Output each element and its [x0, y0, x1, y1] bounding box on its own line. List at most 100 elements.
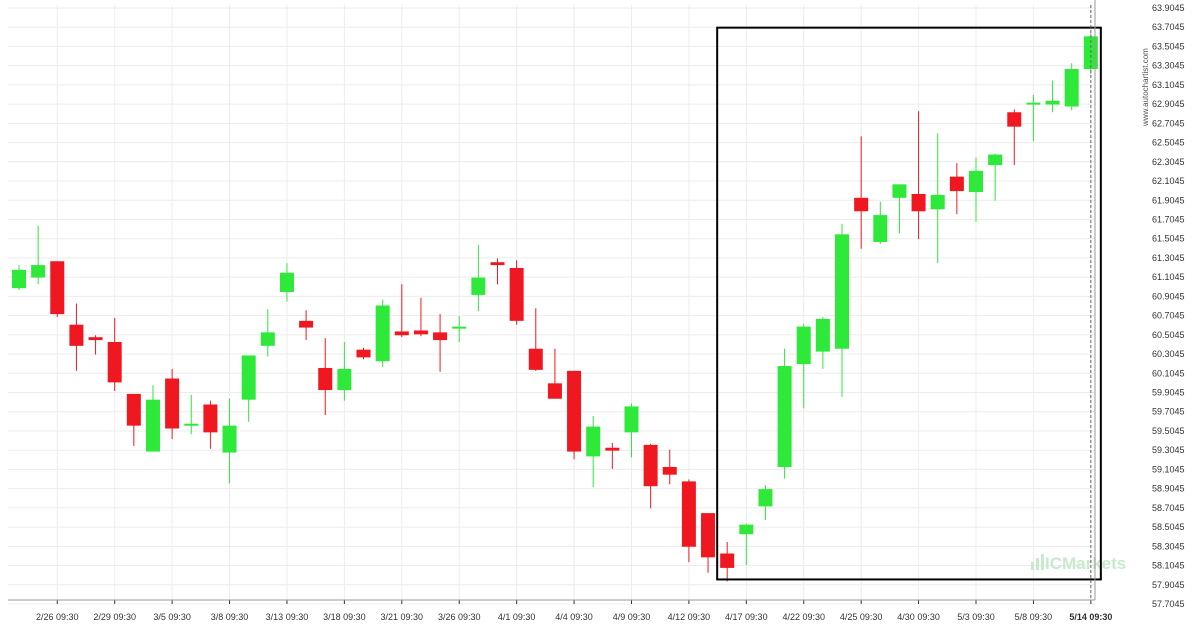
x-tick-label: 3/21 09:30: [381, 612, 424, 622]
candle: [739, 523, 754, 566]
candle: [605, 442, 620, 469]
candle-body: [413, 330, 428, 335]
candle-body: [892, 184, 907, 198]
y-tick-label: 60.7045: [1152, 311, 1185, 321]
candle: [471, 244, 486, 312]
y-tick-label: 61.9045: [1152, 195, 1185, 205]
y-tick-label: 59.1045: [1152, 464, 1185, 474]
candle: [547, 348, 562, 399]
candle: [567, 370, 582, 460]
x-tick-label: 5/3 09:30: [957, 612, 995, 622]
candle-body: [490, 262, 505, 266]
candle-body: [720, 553, 735, 568]
candle-body: [509, 267, 524, 321]
candle-body: [126, 393, 141, 426]
y-tick-label: 60.9045: [1152, 291, 1185, 301]
candle: [988, 153, 1003, 201]
y-tick-label: 58.3045: [1152, 541, 1185, 551]
candle: [892, 184, 907, 234]
y-tick-label: 60.3045: [1152, 349, 1185, 359]
candle-body: [107, 342, 122, 383]
candle-body: [260, 332, 275, 346]
candle-body: [50, 261, 65, 315]
x-tick-label: 2/26 09:30: [36, 612, 79, 622]
candle-body: [356, 349, 371, 358]
candle-body: [681, 481, 696, 547]
candle-body: [547, 383, 562, 399]
x-tick-label: 4/1 09:30: [498, 612, 536, 622]
x-tick-label: 3/5 09:30: [153, 612, 191, 622]
candle-body: [145, 399, 160, 452]
candle: [911, 111, 926, 240]
y-tick-label: 61.7045: [1152, 214, 1185, 224]
y-tick-label: 62.5045: [1152, 138, 1185, 148]
candle-body: [1007, 112, 1022, 127]
candle: [662, 449, 677, 485]
candle: [1026, 94, 1041, 142]
candle: [375, 299, 390, 367]
candle-body: [165, 378, 180, 429]
y-tick-label: 62.1045: [1152, 176, 1185, 186]
candle: [279, 263, 294, 302]
candle: [949, 163, 964, 215]
candle: [88, 335, 103, 355]
candle: [854, 136, 869, 249]
candle: [31, 225, 46, 285]
brand-logo-text: ICMarkets: [1045, 554, 1126, 573]
candle: [318, 338, 333, 416]
candle-body: [12, 269, 26, 289]
candle-body: [1026, 102, 1041, 105]
brand-logo: ICMarkets: [1031, 554, 1126, 573]
candle: [643, 443, 658, 509]
candle: [720, 541, 735, 582]
candle: [394, 284, 409, 338]
candle-body: [222, 425, 237, 453]
candle-body: [605, 447, 620, 451]
y-tick-label: 61.5045: [1152, 234, 1185, 244]
candle: [777, 348, 792, 479]
candle: [299, 310, 314, 341]
candle: [930, 133, 945, 264]
candle: [1064, 63, 1079, 111]
candle-body: [854, 197, 869, 212]
x-tick-label: 3/8 09:30: [211, 612, 249, 622]
y-tick-label: 59.5045: [1152, 426, 1185, 436]
candle-body: [241, 355, 256, 400]
candle: [509, 260, 524, 325]
candle: [260, 309, 275, 357]
x-tick-label: 4/4 09:30: [555, 612, 593, 622]
y-tick-label: 58.9045: [1152, 484, 1185, 494]
candle-body: [337, 368, 352, 391]
candle: [452, 316, 467, 343]
candle-body: [586, 426, 601, 457]
candle: [528, 308, 543, 371]
y-tick-label: 59.3045: [1152, 445, 1185, 455]
candle-body: [643, 444, 658, 487]
candle: [433, 314, 448, 372]
candle-body: [452, 326, 467, 329]
y-tick-label: 61.3045: [1152, 253, 1185, 263]
candle: [337, 342, 352, 401]
candle: [1007, 109, 1022, 166]
candle-body: [394, 331, 409, 336]
y-tick-label: 62.3045: [1152, 157, 1185, 167]
candle-body: [528, 348, 543, 370]
y-tick-label: 57.9045: [1152, 580, 1185, 590]
candle: [815, 317, 830, 369]
candle-body: [949, 176, 964, 192]
x-tick-label: 4/25 09:30: [840, 612, 883, 622]
y-tick-label: 60.1045: [1152, 368, 1185, 378]
x-tick-label: 3/26 09:30: [438, 612, 481, 622]
axes: 63.9045 63.7045 63.5045 63.3045 63.1045 62.90…: [8, 0, 1185, 622]
candle: [12, 265, 26, 291]
candle: [356, 347, 371, 360]
candle: [107, 317, 122, 392]
candle-body: [471, 277, 486, 295]
highlight-box: [716, 26, 1102, 581]
highlight-box-layer: [716, 5, 1102, 600]
candle: [701, 513, 716, 573]
y-tick-label: 63.9045: [1152, 3, 1185, 13]
candle-body: [279, 272, 294, 293]
candle: [681, 479, 696, 563]
